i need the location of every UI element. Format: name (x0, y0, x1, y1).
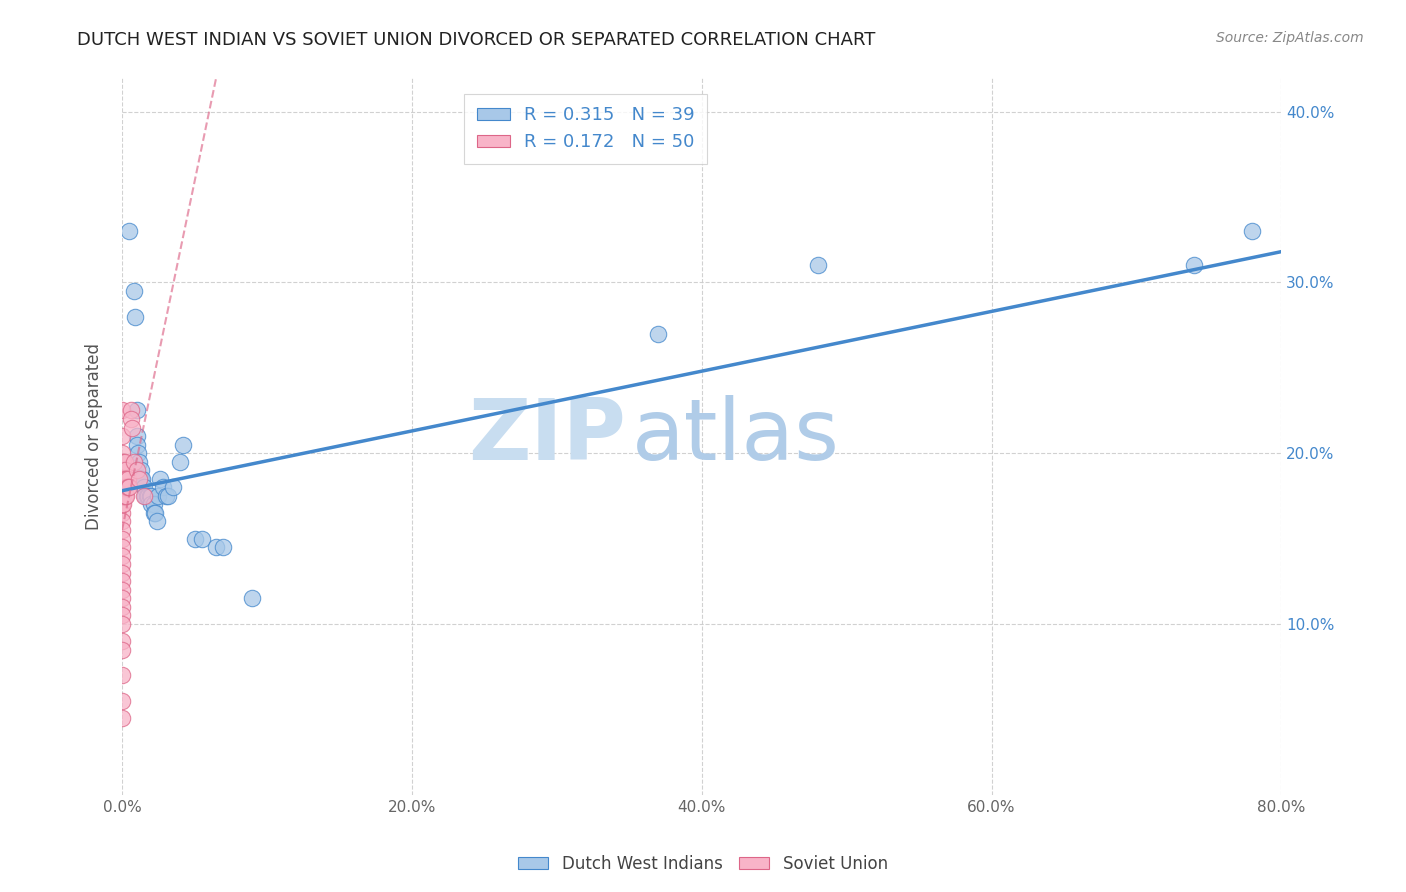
Point (121, 420, 143, 434)
Point (111, 642, 134, 657)
Text: DUTCH WEST INDIAN VS SOVIET UNION DIVORCED OR SEPARATED CORRELATION CHART: DUTCH WEST INDIAN VS SOVIET UNION DIVORC… (77, 31, 876, 49)
Point (124, 310, 146, 324)
Point (125, 437, 148, 451)
Point (114, 463, 136, 477)
Point (112, 489, 135, 503)
Point (145, 506, 167, 520)
Legend: R = 0.315   N = 39, R = 0.172   N = 50: R = 0.315 N = 39, R = 0.172 N = 50 (464, 94, 707, 164)
Point (118, 224, 141, 238)
Point (112, 480, 135, 494)
Point (807, 258, 830, 272)
Point (127, 446, 149, 460)
Point (111, 608, 134, 623)
Text: atlas: atlas (633, 394, 841, 477)
Point (114, 489, 136, 503)
Point (129, 463, 152, 477)
Point (162, 480, 184, 494)
Point (139, 497, 162, 511)
Point (111, 429, 134, 443)
Point (146, 515, 169, 529)
Point (128, 455, 150, 469)
Point (111, 480, 134, 494)
Point (111, 574, 134, 589)
Y-axis label: Divorced or Separated: Divorced or Separated (86, 343, 103, 530)
Point (647, 326, 669, 341)
Point (111, 506, 134, 520)
Point (172, 437, 194, 451)
Point (136, 489, 159, 503)
Point (115, 472, 138, 486)
Point (125, 463, 148, 477)
Point (169, 455, 191, 469)
Point (111, 616, 134, 631)
Point (111, 403, 134, 417)
Point (118, 480, 141, 494)
Point (120, 403, 142, 417)
Point (111, 472, 134, 486)
Point (111, 582, 134, 597)
Point (122, 455, 145, 469)
Point (111, 557, 134, 571)
Point (114, 455, 136, 469)
Point (157, 489, 180, 503)
Point (111, 497, 134, 511)
Point (242, 591, 264, 606)
Point (125, 429, 148, 443)
Point (125, 403, 148, 417)
Point (135, 489, 157, 503)
Point (142, 497, 165, 511)
Point (120, 412, 142, 426)
Point (111, 455, 134, 469)
Point (111, 446, 134, 460)
Point (1184, 258, 1206, 272)
Point (115, 489, 138, 503)
Point (111, 694, 134, 708)
Point (111, 515, 134, 529)
Point (132, 489, 155, 503)
Point (111, 549, 134, 563)
Point (134, 489, 156, 503)
Point (111, 566, 134, 580)
Text: ZIP: ZIP (468, 394, 626, 477)
Point (117, 472, 139, 486)
Point (152, 480, 174, 494)
Point (112, 472, 135, 486)
Point (142, 506, 165, 520)
Point (190, 532, 212, 546)
Point (111, 532, 134, 546)
Point (128, 472, 150, 486)
Point (148, 489, 170, 503)
Point (111, 591, 134, 606)
Point (112, 455, 135, 469)
Point (139, 489, 162, 503)
Point (122, 284, 145, 298)
Point (132, 480, 155, 494)
Point (111, 634, 134, 648)
Point (111, 540, 134, 554)
Point (131, 472, 153, 486)
Point (149, 472, 172, 486)
Point (205, 540, 228, 554)
Point (111, 489, 134, 503)
Point (114, 472, 136, 486)
Point (138, 489, 160, 503)
Point (117, 480, 139, 494)
Point (212, 540, 235, 554)
Point (155, 489, 177, 503)
Point (111, 711, 134, 725)
Legend: Dutch West Indians, Soviet Union: Dutch West Indians, Soviet Union (512, 848, 894, 880)
Point (129, 472, 152, 486)
Point (114, 480, 136, 494)
Text: Source: ZipAtlas.com: Source: ZipAtlas.com (1216, 31, 1364, 45)
Point (183, 532, 205, 546)
Point (111, 523, 134, 537)
Point (115, 480, 138, 494)
Point (111, 599, 134, 614)
Point (1241, 224, 1264, 238)
Point (112, 497, 135, 511)
Point (111, 668, 134, 682)
